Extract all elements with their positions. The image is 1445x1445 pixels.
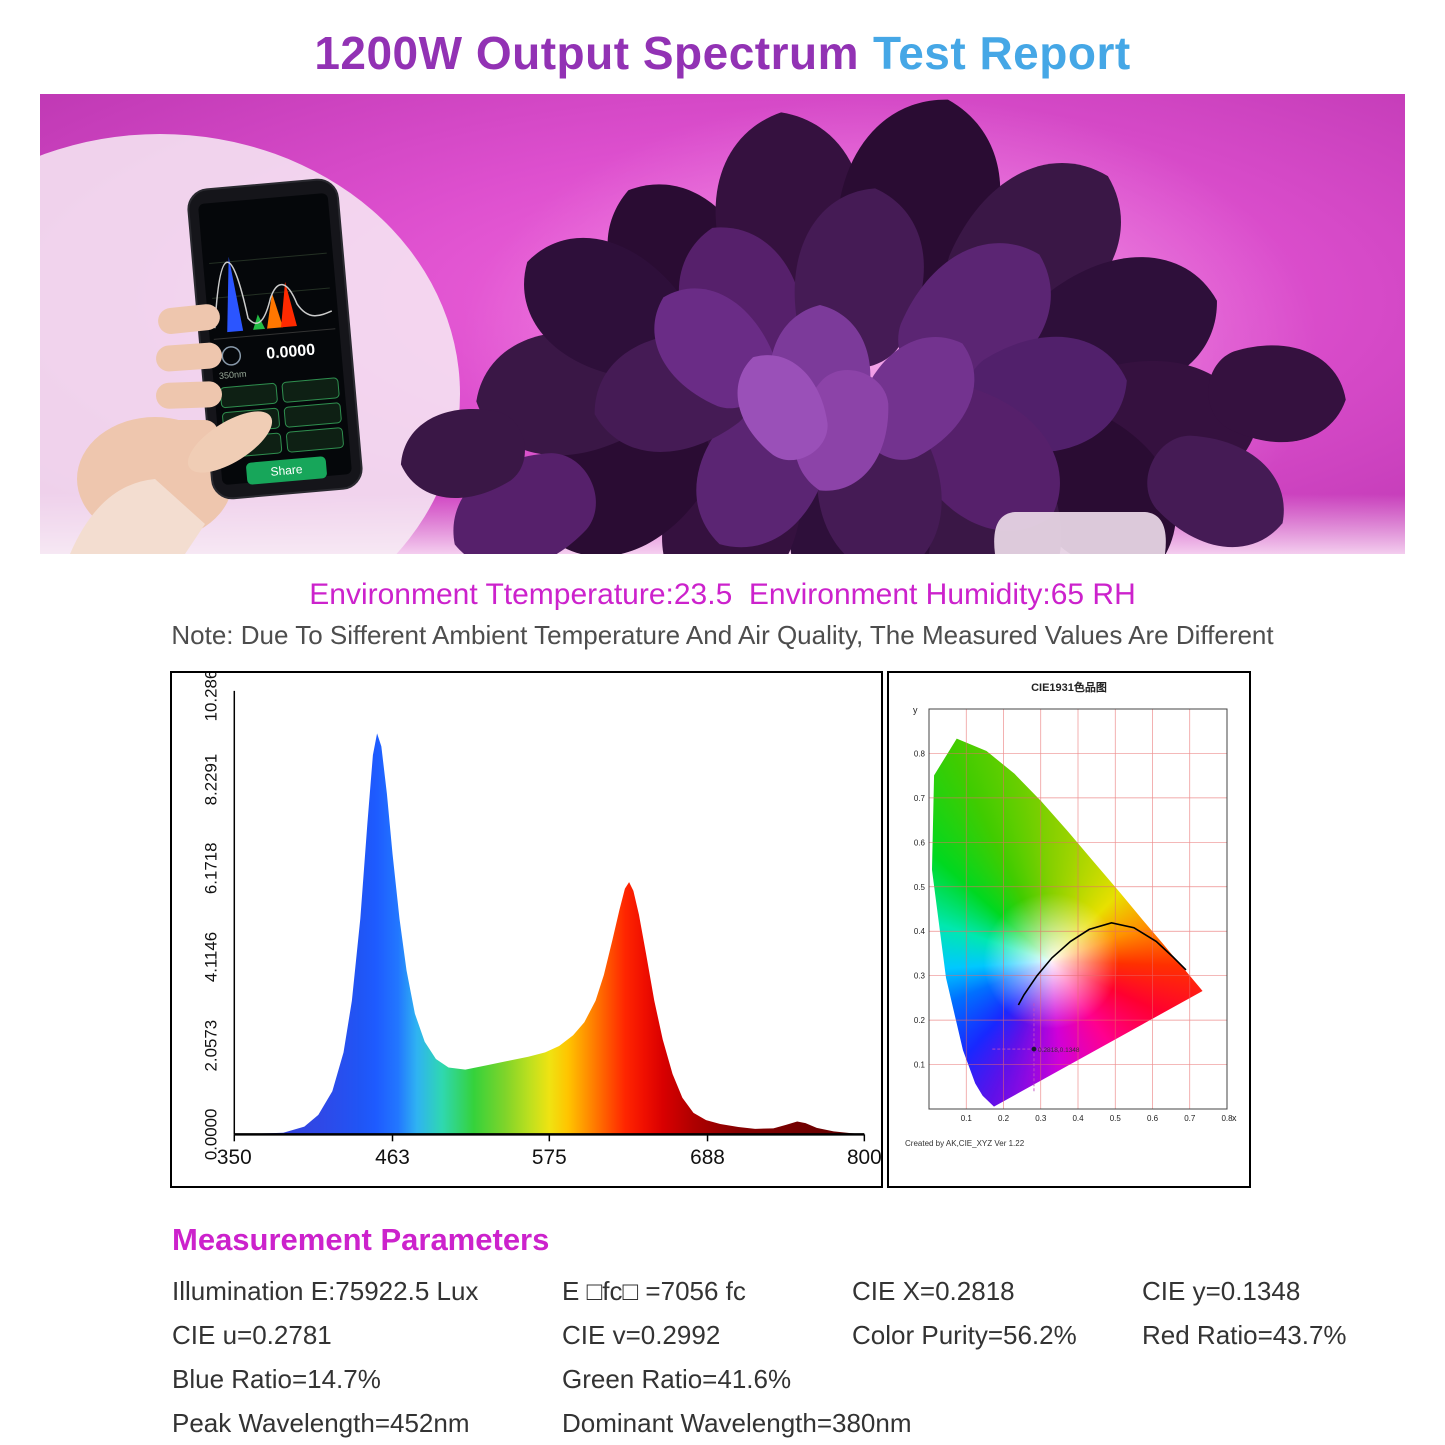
cie-plot: 0.1 0.2 0.3 0.4 0.5 0.6 0.7 0.8 0.1 0.2 0.3 0.4 0.5 0… [899,697,1239,1137]
svg-text:0.3: 0.3 [1035,1114,1047,1123]
cie-title: CIE1931色品图 [1031,682,1107,694]
svg-text:2.0573: 2.0573 [201,1020,220,1072]
svg-text:10.2864: 10.2864 [201,673,220,721]
svg-text:0.8: 0.8 [1221,1114,1233,1123]
param-item: Color Purity=56.2% [852,1320,1077,1350]
param-item: CIE y=0.1348 [1142,1276,1301,1306]
param-item: Blue Ratio=14.7% [172,1364,381,1394]
svg-text:0.8: 0.8 [914,749,926,758]
param-item: CIE u=0.2781 [172,1320,332,1350]
cie-overlay: 0.1 0.2 0.3 0.4 0.5 0.6 0.7 0.8 0.1 0.2 0.3 0.4 0.5 0… [913,705,1237,1123]
phone-wavelength: 350nm [219,369,247,381]
y-tick-labels: 0.0000 2.0573 4.1146 6.1718 8.2291 10.2864 [201,660,220,1161]
phone-reading: 0.0000 [266,342,316,363]
svg-text:Share: Share [270,462,303,479]
spectrum-mini-chart [209,252,333,333]
param-item: CIE v=0.2992 [562,1320,721,1350]
param-item [852,1364,1142,1395]
svg-text:575: 575 [532,1146,567,1169]
svg-text:0.7: 0.7 [1184,1114,1196,1123]
svg-text:y: y [913,705,918,715]
svg-text:0.0000: 0.0000 [201,1109,220,1161]
svg-text:4.1146: 4.1146 [201,932,220,982]
param-item [1142,1364,1385,1395]
fingers [156,304,273,473]
sensor-icon [221,346,242,366]
svg-text:6.1718: 6.1718 [201,842,220,894]
cie-footnote: Created by AK,CIE_XYZ Ver 1.22 [905,1139,1025,1148]
param-item [1142,1408,1385,1439]
svg-text:0.1: 0.1 [961,1114,973,1123]
title-accent: Test Report [873,27,1131,79]
banner-illustration: 350nm 0.0000 Share [40,94,1405,554]
measurement-heading: Measurement Parameters [172,1222,550,1257]
svg-text:0.6: 0.6 [1147,1114,1159,1123]
svg-text:0.2: 0.2 [998,1114,1010,1123]
param-item: E □fc□ =7056 fc [562,1276,746,1306]
measurement-parameters: Illumination E:75922.5 Lux E □fc□ =7056 … [172,1276,1385,1439]
share-button: Share [246,456,327,485]
svg-text:463: 463 [375,1146,410,1169]
param-item [852,1408,1142,1439]
svg-text:x: x [1232,1113,1237,1123]
x-tick-labels: 350 463 575 688 800 [217,1134,882,1169]
param-item: Red Ratio=43.7% [1142,1320,1347,1350]
param-item: CIE X=0.2818 [852,1276,1015,1306]
param-item: Illumination E:75922.5 Lux [172,1276,479,1306]
svg-text:688: 688 [690,1146,725,1169]
plant-pot [994,512,1166,554]
param-item: Green Ratio=41.6% [562,1364,792,1394]
thumb [187,411,273,473]
svg-text:0.4: 0.4 [914,927,926,936]
spectrum-chart: 350 463 575 688 800 0.0000 2.0573 4.1146 6.1718… [170,660,883,1188]
param-item: Peak Wavelength=452nm [172,1408,470,1438]
svg-text:0.3: 0.3 [914,972,926,981]
svg-text:8.2291: 8.2291 [201,754,220,806]
cie-diagram: CIE1931色品图 0.1 0.2 0.3 0.4 0.5 0.6 0.7 0.8 0.1 0.… [887,671,1251,1188]
svg-text:800: 800 [847,1146,881,1169]
svg-text:0.4: 0.4 [1072,1114,1084,1123]
svg-text:0.2: 0.2 [914,1016,926,1025]
svg-text:350: 350 [217,1146,252,1169]
environment-info: Environment Ttemperature:23.5 Environmen… [309,578,1136,611]
svg-text:0.7: 0.7 [914,794,926,803]
title-main: 1200W Output Spectrum [314,27,860,79]
svg-text:0.5: 0.5 [914,883,926,892]
note-text: Note: Due To Sifferent Ambient Temperatu… [171,620,1274,650]
product-banner: 350nm 0.0000 Share [40,94,1405,554]
svg-text:0.2818,0.1348: 0.2818,0.1348 [1038,1047,1080,1054]
param-item: Dominant Wavelength=380nm [562,1408,912,1438]
charts-row: 350 463 575 688 800 0.0000 2.0573 4.1146 6.1718… [170,660,1445,1188]
svg-text:0.5: 0.5 [1110,1114,1122,1123]
spectrum-area [234,733,865,1135]
page-title: 1200W Output Spectrum Test Report [0,26,1445,80]
svg-text:0.1: 0.1 [914,1061,926,1070]
svg-text:0.6: 0.6 [914,838,926,847]
